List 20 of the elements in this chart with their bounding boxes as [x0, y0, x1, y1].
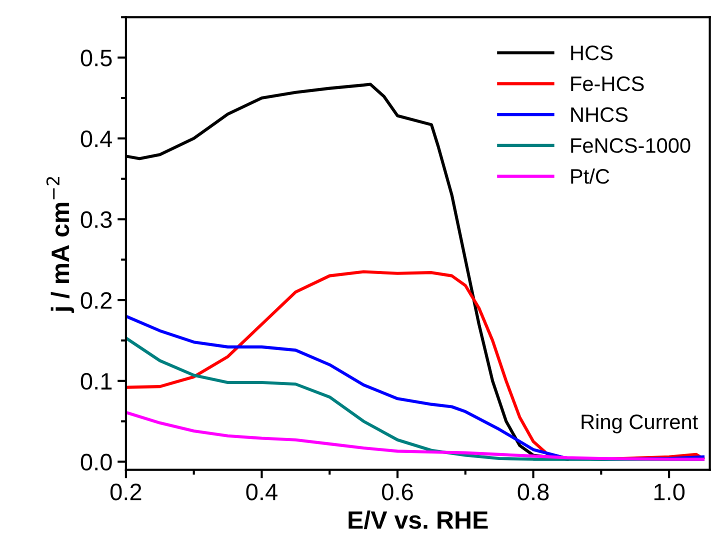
x-axis-title: E/V vs. RHE: [348, 510, 488, 530]
y-axis-title: j / mA cm$^{−2}$: [46, 177, 74, 313]
legend-label: Pt/C: [571, 168, 610, 184]
x-tick-label: 0.2: [110, 484, 142, 500]
y-tick-label: 0.3: [80, 211, 112, 228]
annotation: Ring Current: [582, 414, 698, 434]
y-tick-label: 0.5: [80, 50, 112, 66]
line-series: [126, 410, 705, 461]
y-tick-label: 0.2: [80, 292, 112, 309]
legend-label: Fe-HCS: [571, 76, 644, 92]
y-tick-label: 0.1: [80, 372, 112, 390]
x-tick-label: 1.0: [654, 484, 685, 500]
legend-label: HCS: [571, 46, 613, 60]
x-tick-label: 0.4: [246, 484, 278, 500]
y-tick-label: 0.0: [80, 454, 112, 470]
x-tick-label: 0.8: [518, 484, 549, 500]
x-tick-label: 0.6: [382, 484, 413, 500]
legend-label: NHCS: [571, 107, 628, 122]
y-tick-label: 0.4: [80, 130, 112, 148]
legend-label: FeNCS-1000: [571, 138, 690, 153]
